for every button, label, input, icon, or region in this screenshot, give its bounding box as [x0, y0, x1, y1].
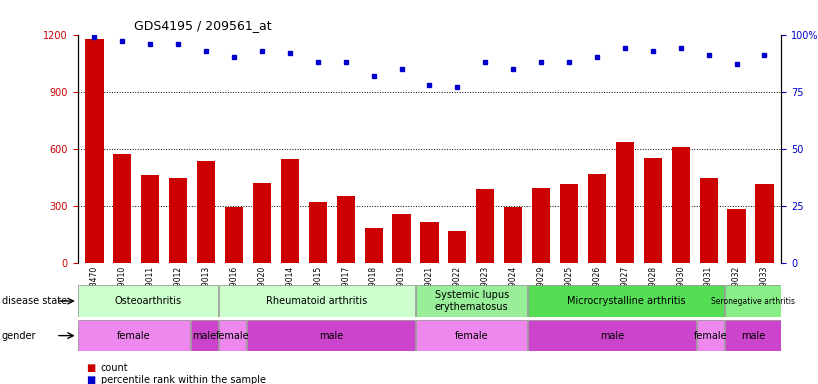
Bar	[247, 320, 415, 351]
Bar	[197, 161, 215, 263]
Bar	[219, 320, 246, 351]
Text: GDS4195 / 209561_at: GDS4195 / 209561_at	[134, 19, 272, 32]
Bar	[337, 196, 355, 263]
Bar	[142, 175, 160, 263]
Bar	[114, 154, 132, 263]
Text: Seronegative arthritis: Seronegative arthritis	[711, 296, 795, 306]
Text: disease state: disease state	[2, 296, 67, 306]
Bar	[560, 184, 578, 263]
Text: female: female	[455, 331, 488, 341]
Bar	[169, 178, 187, 263]
Bar	[448, 231, 466, 263]
Bar	[532, 188, 551, 263]
Text: ■: ■	[86, 363, 95, 373]
Bar	[191, 320, 218, 351]
Text: Rheumatoid arthritis: Rheumatoid arthritis	[267, 296, 367, 306]
Text: male: male	[741, 331, 765, 341]
Text: Systemic lupus
erythematosus: Systemic lupus erythematosus	[434, 290, 509, 312]
Text: female: female	[117, 331, 151, 341]
Text: Osteoarthritis: Osteoarthritis	[115, 296, 182, 306]
Bar	[727, 209, 745, 263]
Bar	[253, 183, 271, 263]
Bar	[308, 202, 327, 263]
Bar	[528, 285, 725, 317]
Bar	[85, 39, 104, 263]
Bar	[476, 189, 494, 263]
Text: female: female	[694, 331, 728, 341]
Bar	[416, 285, 528, 317]
Bar	[726, 285, 780, 317]
Text: male: male	[600, 331, 624, 341]
Bar	[672, 147, 690, 263]
Bar	[616, 142, 634, 263]
Bar	[79, 285, 218, 317]
Bar	[699, 178, 717, 263]
Bar	[79, 320, 190, 351]
Text: female: female	[216, 331, 249, 341]
Bar	[420, 222, 438, 263]
Text: gender: gender	[2, 331, 36, 341]
Bar	[281, 159, 299, 263]
Bar	[365, 228, 383, 263]
Bar	[755, 184, 774, 263]
Text: male: male	[319, 331, 343, 341]
Bar	[697, 320, 725, 351]
Bar	[504, 207, 522, 263]
Text: ■: ■	[86, 375, 95, 384]
Text: count: count	[101, 363, 128, 373]
Bar	[219, 285, 415, 317]
Bar	[225, 207, 243, 263]
Text: male: male	[192, 331, 217, 341]
Bar	[644, 158, 662, 263]
Bar	[588, 174, 606, 263]
Bar	[393, 215, 411, 263]
Bar	[416, 320, 528, 351]
Text: Microcrystalline arthritis: Microcrystalline arthritis	[567, 296, 685, 306]
Bar	[726, 320, 780, 351]
Text: percentile rank within the sample: percentile rank within the sample	[101, 375, 266, 384]
Bar	[528, 320, 696, 351]
